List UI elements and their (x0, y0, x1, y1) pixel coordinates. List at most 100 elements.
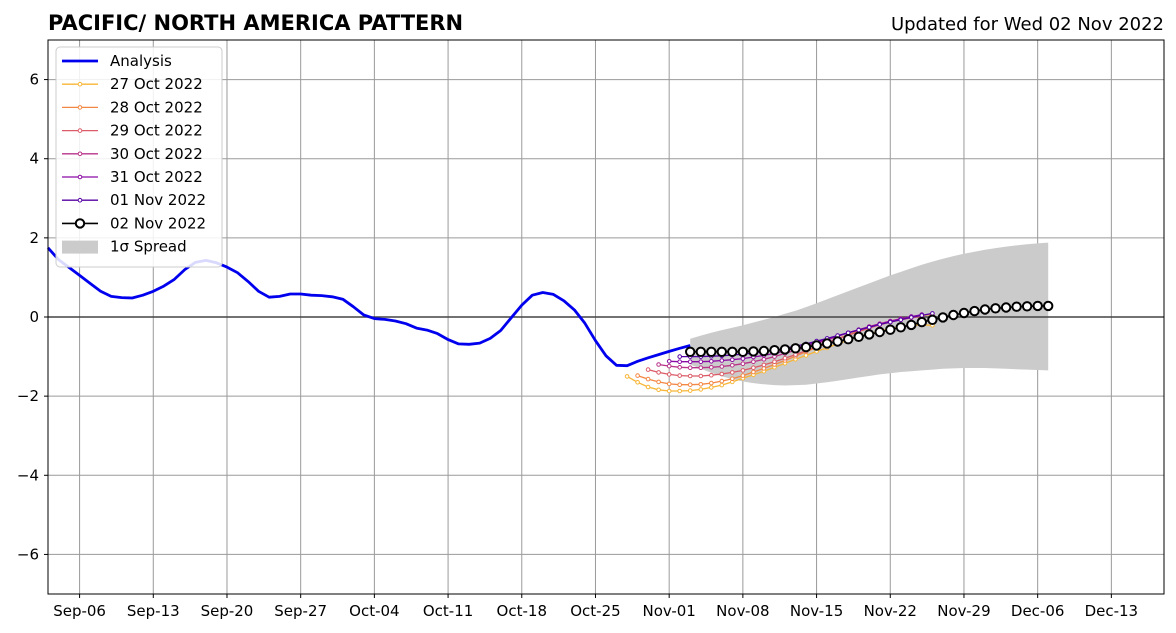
forecast-point (666, 381, 672, 387)
latest-forecast-point (885, 324, 896, 335)
forecast-point (645, 367, 651, 372)
forecast-point (709, 372, 714, 378)
forecast-point (751, 369, 756, 375)
latest-forecast-point (990, 303, 1001, 314)
x-tick-label: Nov-01 (642, 602, 695, 620)
forecast-point (730, 376, 735, 382)
latest-forecast-point (1000, 302, 1012, 313)
latest-forecast-point (695, 346, 706, 357)
forecast-point (709, 359, 714, 364)
y-tick-label: 0 (29, 308, 39, 326)
forecast-point (666, 363, 672, 369)
forecast-point (677, 382, 683, 388)
x-tick-label: Nov-22 (864, 602, 917, 620)
latest-forecast-point (1011, 301, 1022, 312)
forecast-point (687, 388, 693, 393)
latest-forecast-point (811, 340, 822, 351)
forecast-point (698, 365, 704, 371)
latest-forecast-point (832, 336, 843, 347)
forecast-point (730, 363, 735, 368)
forecast-point (687, 373, 693, 379)
forecast-point (877, 322, 883, 327)
x-axis: Sep-06 Sep-13 Sep-20 Sep-27 Oct-04 Oct-11 Oct-… (53, 594, 1138, 620)
y-tick-label: 6 (29, 71, 39, 89)
forecast-point (772, 359, 777, 365)
latest-forecast-point (843, 334, 854, 345)
latest-forecast-point (758, 345, 770, 357)
forecast-point (687, 359, 693, 365)
latest-forecast-point (895, 322, 906, 333)
forecast-point (677, 359, 683, 365)
forecast-point (698, 359, 704, 365)
latest-forecast-point (779, 344, 791, 355)
x-tick-label: Dec-06 (1011, 602, 1065, 620)
forecast-point (751, 359, 756, 365)
forecast-point (635, 373, 640, 378)
forecast-point (698, 387, 704, 392)
legend-label: 31 Oct 2022 (110, 168, 203, 186)
forecast-point (666, 388, 672, 394)
legend-label: Analysis (110, 52, 172, 70)
forecast-point (719, 371, 725, 377)
latest-forecast-point (874, 326, 885, 338)
latest-forecast-point (727, 346, 738, 357)
latest-forecast-point (769, 345, 780, 356)
latest-forecast-point (800, 341, 812, 353)
legend-label: 01 Nov 2022 (110, 191, 206, 209)
forecast-point (888, 319, 893, 325)
latest-forecast-point (1043, 300, 1054, 312)
chart-subtitle: Updated for Wed 02 Nov 2022 (891, 14, 1164, 35)
forecast-point (751, 365, 756, 371)
forecast-point (761, 362, 767, 368)
forecast-point (645, 376, 651, 382)
latest-forecast-point (716, 346, 727, 357)
forecast-point (856, 327, 862, 333)
forecast-point (719, 382, 725, 388)
latest-forecast-point (748, 346, 759, 357)
y-tick-label: −6 (17, 545, 39, 563)
latest-forecast-point (958, 307, 970, 319)
legend-swatch-marker (77, 197, 83, 203)
legend-swatch-marker (77, 174, 83, 180)
latest-forecast-point (927, 314, 938, 325)
forecast-point (656, 387, 661, 393)
x-tick-label: Oct-11 (423, 602, 473, 620)
forecast-point (635, 380, 640, 385)
legend-swatch-marker (77, 81, 83, 87)
forecast-point (656, 370, 661, 375)
x-tick-label: Nov-15 (790, 602, 843, 620)
x-tick-label: Sep-20 (201, 602, 254, 620)
forecast-point (730, 357, 735, 363)
legend-label: 02 Nov 2022 (110, 214, 206, 232)
latest-forecast-point (853, 331, 864, 342)
forecast-point (719, 378, 725, 384)
forecast-point (719, 364, 725, 369)
legend-swatch-marker (77, 105, 83, 110)
latest-forecast-point (685, 346, 696, 357)
latest-forecast-point (864, 329, 875, 340)
forecast-point (730, 370, 735, 375)
forecast-point (677, 354, 683, 359)
legend-swatch-marker (77, 151, 83, 157)
legend-label: 28 Oct 2022 (110, 98, 203, 116)
series-group (46, 246, 1054, 394)
forecast-point (677, 388, 683, 394)
legend-swatch-marker (74, 218, 86, 229)
latest-forecast-point (937, 312, 949, 323)
y-axis: 6 4 2 0 −2 −4 −6 (17, 71, 48, 563)
forecast-point (909, 315, 914, 320)
forecast-point (645, 384, 651, 390)
x-tick-label: Nov-29 (937, 602, 990, 620)
forecast-point (866, 325, 872, 330)
legend-label: 27 Oct 2022 (110, 75, 203, 93)
forecast-point (740, 361, 746, 367)
forecast-point (719, 358, 725, 363)
forecast-point (803, 353, 809, 358)
forecast-point (709, 385, 714, 390)
forecast-point (687, 382, 693, 388)
forecast-point (709, 365, 714, 370)
forecast-point (677, 373, 683, 378)
legend-label: 29 Oct 2022 (110, 122, 203, 140)
latest-forecast-point (790, 343, 801, 354)
